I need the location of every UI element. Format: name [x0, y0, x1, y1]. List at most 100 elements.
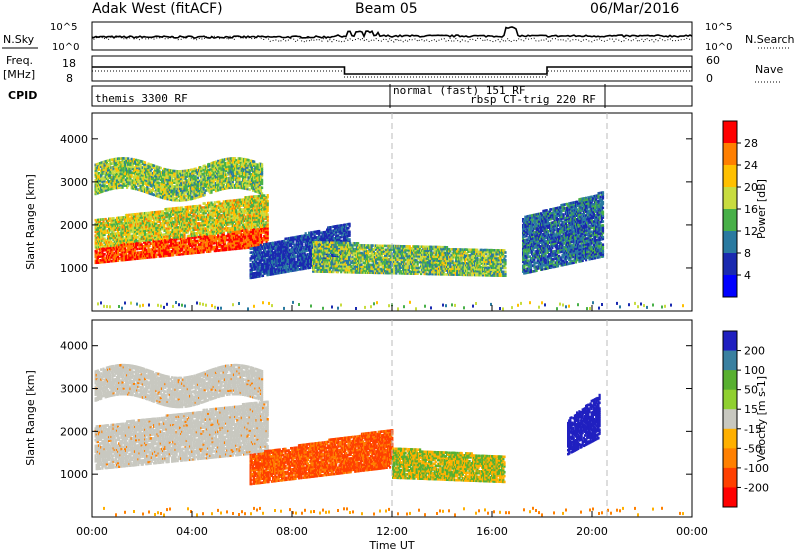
power-echo-cell — [205, 234, 209, 238]
power-echo-cell — [137, 228, 140, 231]
power-echo-cell — [171, 224, 174, 228]
power-echo-cell — [131, 171, 134, 175]
nsky-tick-low: 10^0 — [52, 42, 79, 53]
power-echo-cell — [95, 163, 98, 166]
power-echo-cell — [162, 247, 165, 250]
power-echo-cell — [200, 250, 203, 254]
power-echo-cell — [194, 192, 197, 196]
power-echo-cell — [208, 188, 211, 191]
power-echo-cell — [235, 174, 238, 178]
power-echo-cell — [244, 181, 247, 184]
power-echo-cell — [129, 165, 132, 168]
freq-tick-high: 18 — [62, 57, 76, 70]
power-echo-cell — [104, 167, 107, 171]
power-echo-cell — [123, 250, 126, 254]
power-echo-cell — [162, 169, 165, 173]
power-echo-cell — [195, 188, 198, 192]
power-echo-cell — [94, 218, 97, 222]
power-echo-cell — [95, 176, 98, 180]
power-echo-cell — [234, 176, 237, 180]
power-echo-cell — [150, 230, 153, 234]
power-echo-cell — [141, 185, 144, 189]
power-echo-cell — [122, 252, 125, 256]
power-echo-cell — [159, 166, 162, 170]
power-echo-cell — [131, 252, 134, 255]
power-echo-cell — [185, 215, 188, 219]
power-echo-cell — [135, 187, 138, 191]
power-echo-cell — [122, 241, 125, 244]
power-echo-cell — [104, 171, 107, 175]
power-echo-cell — [182, 243, 185, 246]
power-echo-cell — [186, 205, 189, 209]
power-echo-cell — [168, 250, 171, 253]
power-echo-cell — [200, 181, 203, 184]
power-echo-cell — [191, 178, 194, 181]
power-echo-cell — [171, 246, 174, 249]
power-echo-cell — [155, 182, 158, 186]
power-echo-cell — [258, 174, 261, 177]
power-echo-cell — [127, 184, 130, 188]
power-echo-cell — [191, 187, 194, 191]
power-echo-cell — [247, 158, 250, 162]
power-echo-cell — [261, 171, 264, 174]
power-echo-cell — [127, 221, 130, 224]
power-echo-cell — [146, 191, 149, 194]
power-echo-cell — [195, 169, 198, 172]
power-echo-cell — [263, 194, 266, 197]
power-echo-cell — [168, 207, 171, 211]
power-echo-cell — [113, 253, 116, 257]
power-echo-cell — [186, 171, 189, 174]
power-echo-cell — [209, 230, 212, 234]
power-echo-cell — [167, 232, 170, 236]
power-echo-cell — [149, 171, 152, 174]
power-echo-cell — [225, 169, 228, 173]
power-echo-cell — [181, 210, 184, 213]
power-echo-cell — [137, 182, 140, 186]
power-echo-cell — [199, 225, 202, 229]
power-echo-cell — [218, 173, 221, 176]
power-echo-cell — [159, 210, 162, 213]
power-echo-cell — [137, 241, 140, 245]
power-echo-cell — [113, 183, 116, 186]
power-echo-cell — [198, 212, 201, 215]
power-echo-cell — [166, 236, 169, 240]
power-echo-cell — [241, 175, 245, 178]
power-echo-cell — [177, 179, 180, 183]
power-echo-cell — [183, 250, 186, 254]
power-echo-cell — [102, 249, 105, 252]
power-echo-cell — [104, 258, 107, 262]
power-echo-cell — [182, 169, 185, 173]
power-echo-cell — [119, 257, 122, 260]
power-echo-cell — [177, 231, 180, 235]
power-echo-cell — [131, 240, 134, 243]
power-echo-cell — [113, 175, 116, 178]
power-echo-cell — [230, 172, 233, 176]
power-echo-cell — [191, 195, 194, 199]
power-echo-cell — [173, 240, 176, 243]
power-echo-cell — [173, 238, 176, 241]
power-echo-cell — [100, 177, 103, 180]
power-echo-cell — [148, 248, 151, 251]
power-echo-cell — [113, 165, 116, 169]
power-echo-cell — [202, 237, 205, 240]
power-echo-cell — [168, 184, 171, 188]
power-echo-cell — [244, 177, 247, 181]
power-echo-cell — [117, 251, 120, 255]
power-echo-cell — [105, 225, 108, 229]
power-echo-cell — [155, 194, 158, 197]
power-echo-cell — [211, 205, 214, 208]
power-echo-cell — [211, 238, 214, 241]
power-echo-cell — [127, 244, 130, 248]
power-echo-cell — [95, 259, 98, 263]
power-echo-cell — [173, 185, 176, 188]
power-echo-cell — [101, 186, 104, 189]
power-echo-cell — [94, 226, 97, 230]
power-echo-cell — [167, 246, 170, 250]
power-echo-cell — [137, 230, 140, 233]
power-echoes — [94, 157, 684, 311]
power-echo-cell — [171, 234, 174, 238]
power-echo-cell — [155, 245, 158, 249]
power-echo-cell — [232, 168, 236, 172]
power-echo-cell — [100, 229, 103, 233]
power-echo-cell — [255, 174, 258, 178]
